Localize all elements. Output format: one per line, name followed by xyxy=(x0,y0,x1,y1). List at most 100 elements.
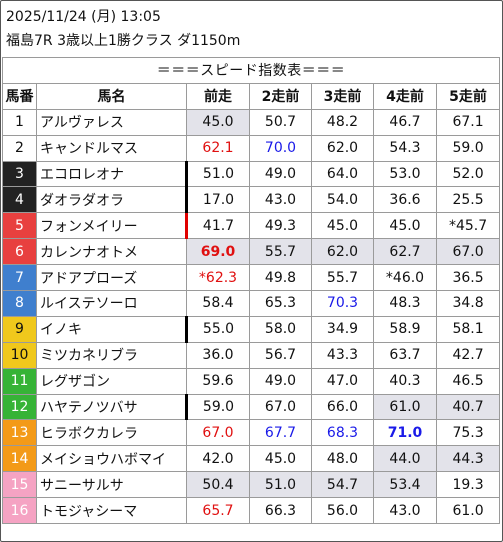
speed-index-cell: 53.4 xyxy=(373,471,437,499)
speed-index-cell: 36.0 xyxy=(186,341,250,369)
horse-name-cell: フォンメイリー xyxy=(36,212,187,240)
horse-number-cell: 9 xyxy=(2,315,37,343)
speed-index-cell: 75.3 xyxy=(435,419,501,447)
speed-index-cell: 47.0 xyxy=(311,367,374,395)
speed-index-cell: 48.2 xyxy=(311,108,374,136)
speed-index-cell: 56.0 xyxy=(311,497,374,525)
speed-index-cell: *45.7 xyxy=(435,212,501,240)
speed-index-cell: 49.8 xyxy=(249,264,312,292)
speed-index-cell: 49.3 xyxy=(249,212,312,240)
speed-index-cell: 54.7 xyxy=(311,471,374,499)
speed-index-cell: 58.9 xyxy=(373,315,437,343)
speed-index-cell: 51.0 xyxy=(249,471,312,499)
col-header-4-races-ago: 4走前 xyxy=(373,82,437,110)
speed-index-cell: 59.0 xyxy=(435,134,501,162)
table-row: 3 エコロレオナ 51.0 49.0 64.0 53.0 52.0 xyxy=(2,160,501,188)
table-row: 12 ハヤテノツバサ 59.0 67.0 66.0 61.0 40.7 xyxy=(2,393,501,421)
speed-index-cell: 65.7 xyxy=(186,497,250,525)
speed-index-cell: 58.1 xyxy=(435,315,501,343)
speed-index-cell: 62.0 xyxy=(311,134,374,162)
speed-index-cell: 51.0 xyxy=(185,160,250,188)
horse-number-cell: 7 xyxy=(2,264,37,292)
speed-index-cell: 43.0 xyxy=(249,186,312,214)
horse-number-cell: 1 xyxy=(2,108,37,136)
speed-index-cell: 55.7 xyxy=(311,264,374,292)
speed-index-cell: 50.7 xyxy=(249,108,312,136)
race-title: 福島7R 3歳以上1勝クラス ダ1150m xyxy=(6,33,241,49)
speed-index-cell: 44.0 xyxy=(373,445,437,473)
table-row: 10 ミツカネリブラ 36.0 56.7 43.3 63.7 42.7 xyxy=(2,341,501,369)
horse-name-cell: トモジャシーマ xyxy=(36,497,187,525)
speed-index-cell: 49.0 xyxy=(249,367,312,395)
race-datetime: 2025/11/24 (月) 13:05 xyxy=(6,9,161,25)
speed-index-cell: 25.5 xyxy=(435,186,501,214)
speed-index-cell: 62.1 xyxy=(186,134,250,162)
speed-index-cell: *62.3 xyxy=(186,264,250,292)
speed-index-cell: 59.0 xyxy=(185,393,250,421)
table-row: 6 カレンナオトメ 69.0 55.7 62.0 62.7 67.0 xyxy=(2,238,501,266)
speed-index-cell: 65.3 xyxy=(249,290,312,317)
speed-index-cell: 52.0 xyxy=(435,160,501,188)
speed-index-cell: 54.0 xyxy=(311,186,374,214)
table-row: 8 ルイステソーロ 58.4 65.3 70.3 48.3 34.8 xyxy=(2,290,501,317)
speed-index-cell: 58.0 xyxy=(249,315,312,343)
speed-index-cell: 67.0 xyxy=(435,238,501,266)
horse-name-cell: サニーサルサ xyxy=(36,471,187,499)
speed-index-cell: 45.0 xyxy=(373,212,437,240)
speed-index-cell: 67.7 xyxy=(249,419,312,447)
horse-number-cell: 4 xyxy=(2,186,37,214)
speed-index-cell: 63.7 xyxy=(373,341,437,369)
horse-name-cell: イノキ xyxy=(36,315,187,343)
speed-index-cell: 69.0 xyxy=(186,238,250,266)
horse-number-cell: 10 xyxy=(2,341,37,369)
horse-name-cell: アドアプローズ xyxy=(36,264,187,292)
speed-index-cell: 43.0 xyxy=(373,497,437,525)
speed-index-cell: 49.0 xyxy=(249,160,312,188)
speed-index-cell: 71.0 xyxy=(373,419,437,447)
table-row: 14 メイショウハボマイ 42.0 45.0 48.0 44.0 44.3 xyxy=(2,445,501,473)
speed-index-table: ＝＝＝スピード指数表＝＝＝ 馬番 馬名 前走 2走前 3走前 4走前 5走前 1… xyxy=(1,57,501,525)
speed-index-cell: 67.0 xyxy=(186,419,250,447)
horse-name-cell: ルイステソーロ xyxy=(36,290,187,317)
speed-index-cell: 44.3 xyxy=(435,445,501,473)
horse-number-cell: 13 xyxy=(2,419,37,447)
speed-index-cell: 70.0 xyxy=(249,134,312,162)
speed-index-cell: *46.0 xyxy=(373,264,437,292)
horse-number-cell: 15 xyxy=(2,471,37,499)
horse-name-cell: ヒラボクカレラ xyxy=(36,419,187,447)
speed-index-cell: 45.0 xyxy=(311,212,374,240)
horse-number-cell: 14 xyxy=(2,445,37,473)
speed-index-cell: 55.0 xyxy=(185,315,250,343)
table-row: 1 アルヴァレス 45.0 50.7 48.2 46.7 67.1 xyxy=(2,108,501,136)
speed-index-cell: 36.6 xyxy=(373,186,437,214)
horse-number-cell: 12 xyxy=(2,393,37,421)
table-row: 2 キャンドルマス 62.1 70.0 62.0 54.3 59.0 xyxy=(2,134,501,162)
speed-index-cell: 45.0 xyxy=(249,445,312,473)
horse-number-cell: 6 xyxy=(2,238,37,266)
horse-number-cell: 3 xyxy=(2,160,37,188)
horse-number-cell: 16 xyxy=(2,497,37,525)
speed-index-cell: 66.0 xyxy=(311,393,374,421)
speed-index-cell: 48.0 xyxy=(311,445,374,473)
horse-name-cell: ミツカネリブラ xyxy=(36,341,187,369)
speed-index-cell: 55.7 xyxy=(249,238,312,266)
speed-index-cell: 41.7 xyxy=(185,212,250,240)
table-row: 15 サニーサルサ 50.4 51.0 54.7 53.4 19.3 xyxy=(2,471,501,499)
speed-index-cell: 61.0 xyxy=(373,393,437,421)
horse-name-cell: キャンドルマス xyxy=(36,134,187,162)
speed-index-cell: 58.4 xyxy=(186,290,250,317)
speed-index-cell: 42.7 xyxy=(435,341,501,369)
speed-index-cell: 61.0 xyxy=(435,497,501,525)
horse-name-cell: レグザゴン xyxy=(36,367,187,395)
speed-index-cell: 45.0 xyxy=(186,108,250,136)
table-row: 9 イノキ 55.0 58.0 34.9 58.9 58.1 xyxy=(2,315,501,343)
speed-index-cell: 59.6 xyxy=(186,367,250,395)
horse-name-cell: ダオラダオラ xyxy=(36,186,187,214)
table-row: 13 ヒラボクカレラ 67.0 67.7 68.3 71.0 75.3 xyxy=(2,419,501,447)
horse-name-cell: ハヤテノツバサ xyxy=(36,393,187,421)
speed-index-cell: 64.0 xyxy=(311,160,374,188)
table-row: 5 フォンメイリー 41.7 49.3 45.0 45.0 *45.7 xyxy=(2,212,501,240)
speed-index-cell: 66.3 xyxy=(249,497,312,525)
horse-name-cell: メイショウハボマイ xyxy=(36,445,187,473)
horse-name-cell: アルヴァレス xyxy=(36,108,187,136)
